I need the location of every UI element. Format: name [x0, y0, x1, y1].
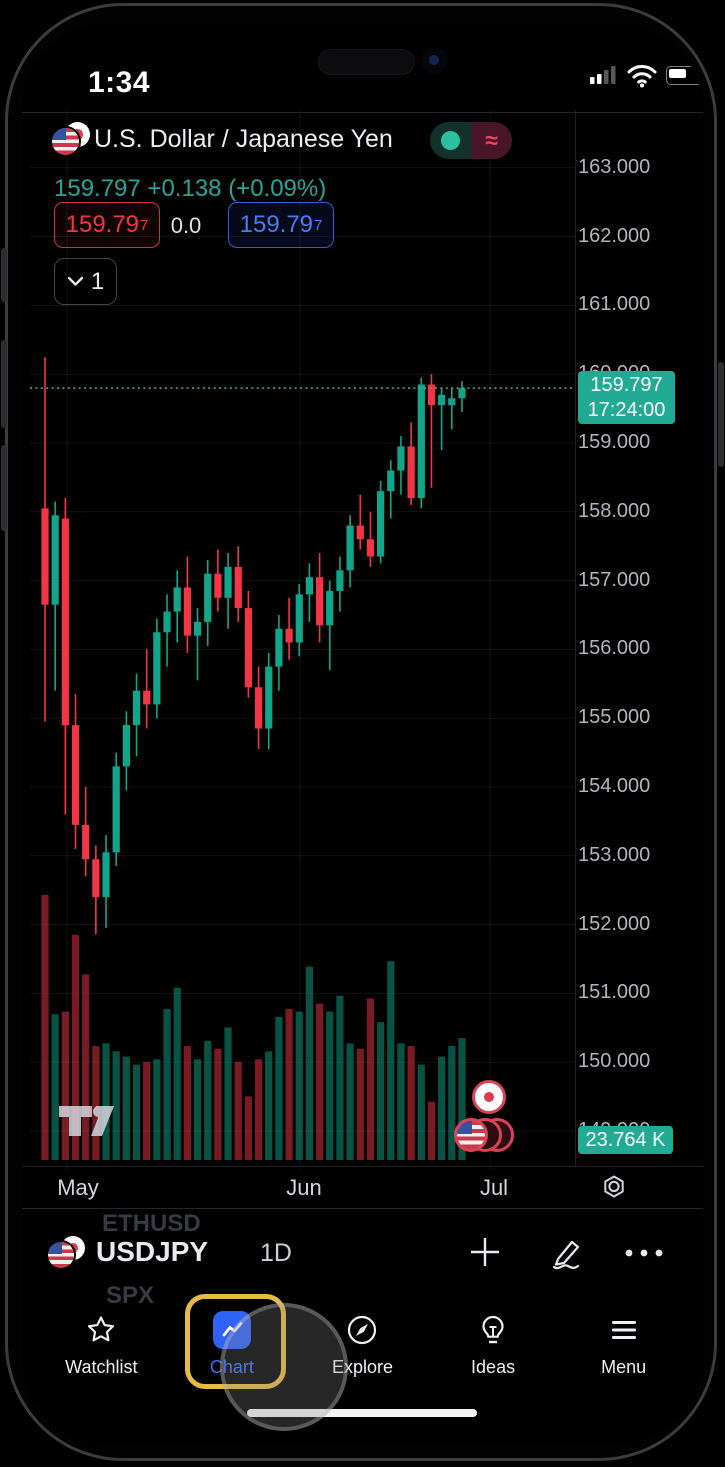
toggle-on-state	[430, 122, 471, 159]
battery-icon	[666, 66, 702, 85]
price-scale-label: 152.000	[578, 912, 651, 935]
price-scale-border	[575, 110, 576, 1166]
header-divider	[22, 112, 703, 113]
time-axis[interactable]: May Jun Jul	[22, 1166, 703, 1211]
chevron-down-icon	[67, 276, 83, 286]
price-scale-label: 158.000	[578, 499, 651, 522]
price-scale-label: 157.000	[578, 568, 651, 591]
hamburger-menu-icon	[611, 1321, 636, 1339]
spread-value: 0.0	[170, 213, 202, 238]
wifi-icon	[627, 65, 657, 88]
home-indicator[interactable]	[247, 1409, 477, 1417]
symbol-title[interactable]: U.S. Dollar / Japanese Yen	[94, 125, 393, 153]
price-scale-label: 159.000	[578, 431, 651, 453]
price-scale-label: 154.000	[578, 775, 651, 797]
symbol-row-divider	[22, 1208, 703, 1209]
add-indicator-plus-icon[interactable]	[469, 1236, 501, 1268]
volume-up-button	[1, 340, 7, 428]
axis-settings-gear-icon[interactable]	[599, 1173, 629, 1203]
touch-indicator	[220, 1303, 348, 1431]
price-scale-label: 151.000	[578, 981, 651, 1004]
candlestick-chart[interactable]	[30, 110, 575, 1170]
tradingview-logo	[59, 1106, 114, 1136]
current-price-badge: 159.797 17:24:00	[578, 371, 675, 424]
usdjpy-flag-icon	[48, 1236, 92, 1270]
volume-badge: 23.764 K	[578, 1126, 673, 1154]
buy-button[interactable]: 159.79 7	[228, 202, 334, 248]
approx-icon: ≈	[485, 127, 498, 153]
power-button	[718, 362, 724, 467]
price-scale-label: 155.000	[578, 706, 651, 729]
last-price-and-change: 159.797 +0.138 (+0.09%)	[54, 175, 327, 202]
cellular-signal-icon	[590, 66, 616, 84]
volume-down-button	[1, 445, 7, 531]
price-scale-label: 163.000	[578, 155, 651, 178]
dynamic-island	[318, 49, 415, 75]
star-icon	[88, 1316, 115, 1342]
ghost-symbol-above: ETHUSD	[102, 1210, 201, 1237]
mute-switch	[1, 248, 7, 302]
symbol-button[interactable]: USDJPY	[96, 1236, 209, 1267]
price-scale-label: 161.000	[578, 293, 651, 316]
compass-icon	[348, 1315, 377, 1345]
interval-button[interactable]: 1D	[260, 1239, 292, 1267]
sell-button[interactable]: 159.79 7	[54, 202, 160, 248]
lightbulb-icon	[482, 1315, 504, 1344]
quantity-dropdown[interactable]: 1	[54, 258, 117, 305]
phone-screen: 1:34 163.000162.000161.000160.000159.000…	[22, 24, 703, 1444]
bid-ask-toggle[interactable]: ≈	[430, 122, 512, 159]
status-time: 1:34	[88, 66, 151, 99]
price-scale-label: 162.000	[578, 224, 651, 247]
time-axis-label: Jun	[286, 1175, 322, 1200]
tab-ideas[interactable]: Ideas	[428, 1300, 559, 1420]
ghost-symbol-below: SPX	[106, 1282, 155, 1309]
green-dot-icon	[441, 131, 460, 150]
time-axis-label: Jul	[479, 1175, 509, 1200]
price-scale-label: 156.000	[578, 637, 651, 660]
tab-bar: Watchlist Chart Explore Ideas	[22, 1300, 703, 1420]
symbol-flag-icon	[52, 122, 96, 156]
japan-event-flag-icon[interactable]	[472, 1080, 506, 1114]
price-scale-label: 153.000	[578, 843, 651, 866]
time-axis-label: May	[57, 1175, 99, 1200]
tab-watchlist[interactable]: Watchlist	[36, 1300, 167, 1420]
us-event-flag-icon[interactable]	[454, 1118, 488, 1152]
front-camera	[421, 47, 448, 74]
quantity-value: 1	[90, 267, 105, 295]
draw-pen-icon[interactable]	[547, 1232, 585, 1272]
toggle-off-state: ≈	[471, 122, 512, 159]
tab-menu[interactable]: Menu	[558, 1300, 689, 1420]
price-scale-label: 150.000	[578, 1050, 651, 1073]
more-options-icon[interactable]	[623, 1248, 667, 1258]
